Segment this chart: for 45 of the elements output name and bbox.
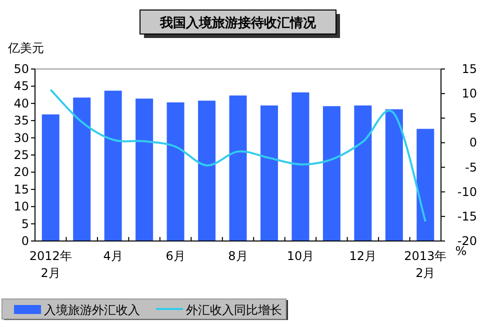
bar bbox=[416, 128, 434, 241]
bar bbox=[166, 102, 184, 241]
bar bbox=[229, 95, 247, 241]
y-tick-label: 30 bbox=[14, 130, 29, 145]
x-tick-label: 12月 bbox=[349, 249, 377, 263]
bar bbox=[104, 90, 122, 241]
y2-tick-label: -5 bbox=[465, 160, 477, 174]
line-series bbox=[50, 88, 426, 222]
y-tick-label: 50 bbox=[14, 62, 29, 76]
x-tick-label: 2013年 2月 bbox=[404, 249, 447, 280]
bar bbox=[73, 98, 91, 241]
y-tick-label: 40 bbox=[14, 96, 29, 110]
y-tick-label: 25 bbox=[14, 148, 29, 162]
y2-tick-label: 15 bbox=[462, 62, 477, 76]
y-tick-label: 45 bbox=[14, 79, 29, 94]
bar bbox=[136, 98, 154, 241]
bar bbox=[260, 105, 278, 241]
y-tick-label: 10 bbox=[14, 200, 29, 214]
bar bbox=[292, 92, 310, 241]
y-tick-label: 20 bbox=[14, 165, 29, 180]
y2-tick-label: 0 bbox=[469, 136, 477, 150]
x-tick-label: 10月 bbox=[286, 249, 314, 263]
title: 我国入境旅游接待收汇情况 bbox=[140, 10, 340, 38]
y-axis-title: 亿美元 bbox=[7, 41, 44, 55]
y2-axis-title: % bbox=[455, 244, 467, 258]
y2-tick-label: -15 bbox=[457, 209, 477, 224]
x-tick-label: 4月 bbox=[103, 249, 123, 263]
chart-title: 我国入境旅游接待收汇情况 bbox=[159, 15, 317, 31]
x-tick-label: 6月 bbox=[166, 249, 186, 263]
bar bbox=[322, 106, 340, 241]
y2-tick-label: 10 bbox=[462, 86, 477, 101]
y-tick-label: 0 bbox=[21, 234, 29, 248]
bar bbox=[385, 109, 403, 241]
y-tick-label: 15 bbox=[14, 182, 29, 196]
bar bbox=[42, 114, 60, 241]
bar bbox=[198, 100, 216, 241]
y2-tick-label: -10 bbox=[457, 184, 477, 199]
legend-label: 外汇收入同比增长 bbox=[186, 303, 282, 317]
x-tick-label: 2012年 2月 bbox=[29, 249, 72, 280]
x-tick-label: 8月 bbox=[228, 249, 248, 263]
y-tick-label: 5 bbox=[21, 216, 29, 231]
y-tick-label: 35 bbox=[14, 114, 29, 128]
bar bbox=[354, 105, 372, 241]
y2-tick-label: 5 bbox=[469, 111, 477, 126]
legend-label: 入境旅游外汇收入 bbox=[44, 303, 140, 317]
